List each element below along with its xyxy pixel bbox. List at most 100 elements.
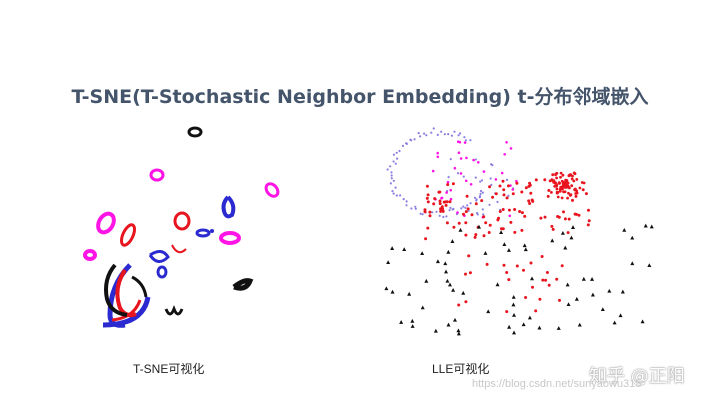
- lle-point: [581, 188, 585, 192]
- lle-point: [426, 200, 430, 204]
- lle-point: [486, 309, 491, 314]
- tsne-cluster-black-main: [104, 263, 148, 317]
- lle-point: [508, 214, 512, 218]
- lle-point: [511, 192, 515, 196]
- lle-point: [494, 178, 498, 181]
- lle-point: [392, 153, 395, 156]
- lle-point: [539, 216, 543, 220]
- tsne-cluster-red-1: [120, 223, 136, 247]
- lle-point: [432, 202, 436, 206]
- lle-point: [473, 235, 477, 239]
- lle-point: [451, 287, 456, 292]
- lle-point: [453, 166, 457, 170]
- lle-point: [520, 228, 524, 232]
- lle-point: [452, 225, 456, 229]
- lle-point: [428, 210, 432, 214]
- lle-point: [518, 210, 522, 213]
- lle-point: [573, 172, 577, 176]
- lle-cluster-red: [423, 171, 591, 314]
- lle-point: [555, 171, 559, 175]
- lle-point: [522, 268, 525, 272]
- lle-point: [473, 196, 477, 199]
- lle-point: [562, 210, 565, 214]
- lle-point: [463, 136, 466, 139]
- lle-point: [431, 211, 434, 214]
- lle-point: [555, 183, 559, 186]
- lle-point: [612, 320, 617, 325]
- lle-point: [476, 213, 479, 216]
- lle-point: [529, 261, 533, 265]
- lle-point: [392, 160, 395, 163]
- lle-point: [622, 227, 627, 232]
- lle-point: [468, 271, 472, 275]
- lle-point: [566, 302, 571, 307]
- lle-point: [571, 174, 574, 178]
- tsne-cluster-magenta-5: [83, 249, 97, 261]
- lle-point: [421, 213, 424, 216]
- lle-point: [527, 199, 531, 203]
- lle-point: [402, 247, 407, 251]
- tsne-cluster-magenta-4: [219, 231, 241, 245]
- lle-point: [553, 184, 557, 188]
- lle-point: [538, 297, 542, 301]
- lle-point: [452, 317, 457, 322]
- lle-point: [438, 214, 441, 217]
- lle-point: [511, 188, 515, 191]
- lle-point: [524, 186, 528, 190]
- lle-point: [485, 262, 489, 266]
- lle-point: [425, 196, 429, 200]
- lle-point: [505, 196, 509, 200]
- lle-point: [515, 181, 519, 185]
- zhihu-watermark: 知乎 @正阳: [589, 366, 685, 387]
- lle-point: [506, 248, 511, 252]
- lle-point: [392, 179, 395, 182]
- lle-point: [460, 207, 463, 210]
- lle-point: [440, 130, 443, 133]
- lle-point: [462, 205, 465, 208]
- lle-point: [402, 198, 405, 201]
- lle-point: [523, 247, 528, 252]
- lle-point: [544, 278, 548, 282]
- lle-point: [507, 208, 511, 212]
- lle-point: [469, 139, 472, 142]
- lle-point: [445, 200, 449, 204]
- lle-point: [528, 202, 532, 205]
- lle-point: [386, 260, 391, 265]
- lle-caption: LLE可视化: [432, 362, 490, 376]
- tsne-caption: T-SNE可视化: [133, 362, 205, 376]
- lle-point: [494, 192, 498, 196]
- lle-point: [413, 138, 416, 141]
- lle-point: [575, 189, 579, 193]
- lle-point: [620, 289, 625, 294]
- lle-point: [509, 147, 513, 150]
- lle-point: [474, 176, 477, 179]
- lle-point: [464, 300, 468, 304]
- lle-point: [389, 165, 392, 168]
- lle-point: [430, 131, 433, 134]
- lle-point: [470, 213, 474, 217]
- lle-point: [527, 315, 532, 320]
- lle-point: [481, 191, 484, 194]
- lle-point: [481, 208, 484, 211]
- lle-point: [543, 215, 547, 219]
- lle-point: [441, 209, 445, 213]
- lle-point: [475, 198, 478, 201]
- lle-point: [501, 208, 505, 211]
- lle-point: [578, 186, 582, 190]
- tsne-cluster-black-top: [187, 126, 203, 138]
- lle-point: [464, 272, 467, 276]
- lle-point: [573, 212, 577, 216]
- lle-point: [556, 326, 561, 330]
- lle-point: [465, 194, 469, 198]
- lle-point: [446, 183, 450, 187]
- lle-point: [587, 219, 591, 223]
- lle-point: [449, 158, 452, 161]
- lle-point: [512, 330, 517, 335]
- lle-point: [452, 207, 455, 210]
- lle-point: [567, 174, 571, 178]
- lle-point: [541, 278, 545, 282]
- lle-point: [423, 132, 426, 135]
- lle-point: [570, 177, 574, 181]
- lle-point: [414, 207, 417, 210]
- lle-point: [569, 235, 574, 240]
